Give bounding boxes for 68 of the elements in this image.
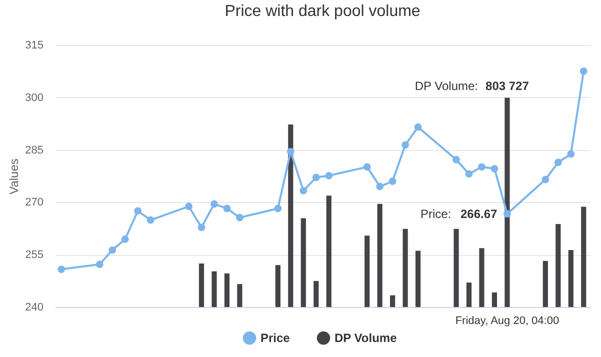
legend-label: DP Volume (334, 331, 398, 346)
y-axis-title: Values (7, 158, 22, 194)
y-tick-label: 270 (25, 196, 44, 209)
point (580, 68, 588, 75)
bar (212, 271, 217, 307)
point (503, 210, 511, 218)
annotation: DP Volume: (414, 78, 478, 93)
bar (568, 250, 574, 307)
point (478, 163, 486, 171)
point (185, 202, 192, 210)
point (121, 236, 129, 243)
point (465, 170, 473, 178)
y-tick-label: 315 (25, 40, 44, 52)
bar (237, 284, 242, 307)
annotation: Price: (420, 206, 452, 221)
text: Friday, Aug 20, 04:00 (455, 315, 560, 327)
point (414, 123, 422, 131)
y-tick-label: 255 (25, 249, 44, 262)
point (300, 186, 308, 194)
point (223, 204, 231, 212)
bar (556, 224, 561, 307)
point (134, 207, 142, 215)
bar (390, 295, 396, 307)
bar (224, 273, 230, 307)
point (542, 176, 550, 184)
bar (492, 292, 498, 307)
point (58, 266, 66, 273)
point (96, 260, 104, 268)
data-label: 803 727 (486, 78, 530, 93)
point (198, 224, 206, 232)
point (236, 214, 244, 222)
point (210, 200, 218, 208)
point (388, 178, 396, 185)
bar (326, 196, 332, 307)
point (146, 216, 154, 224)
bar (479, 248, 484, 307)
point (325, 172, 333, 180)
y-tick-label: 240 (25, 302, 44, 314)
bar (581, 206, 586, 307)
bar (198, 264, 204, 307)
bar (300, 218, 306, 307)
data-label: 266.67 (460, 206, 498, 221)
bar (314, 280, 319, 307)
point (274, 204, 282, 212)
bar (275, 265, 280, 307)
bar (402, 228, 408, 307)
legend-label: Price (260, 331, 290, 346)
bar (415, 250, 421, 307)
point (490, 164, 498, 172)
bar (454, 228, 459, 307)
bar (364, 236, 370, 307)
point (108, 246, 116, 254)
chart-title: Price with dark pool volume (224, 3, 420, 20)
point (376, 182, 384, 190)
point (312, 174, 320, 182)
point (452, 156, 460, 164)
point (567, 150, 575, 158)
point (402, 141, 410, 149)
point (554, 158, 562, 166)
y-tick-label: 285 (25, 144, 44, 156)
y-tick-label: 300 (25, 92, 44, 104)
point (363, 163, 371, 171)
point (286, 148, 294, 156)
bar (504, 98, 510, 307)
bar (288, 124, 294, 307)
bar (542, 260, 548, 307)
bar (377, 204, 382, 307)
bar (466, 282, 472, 307)
